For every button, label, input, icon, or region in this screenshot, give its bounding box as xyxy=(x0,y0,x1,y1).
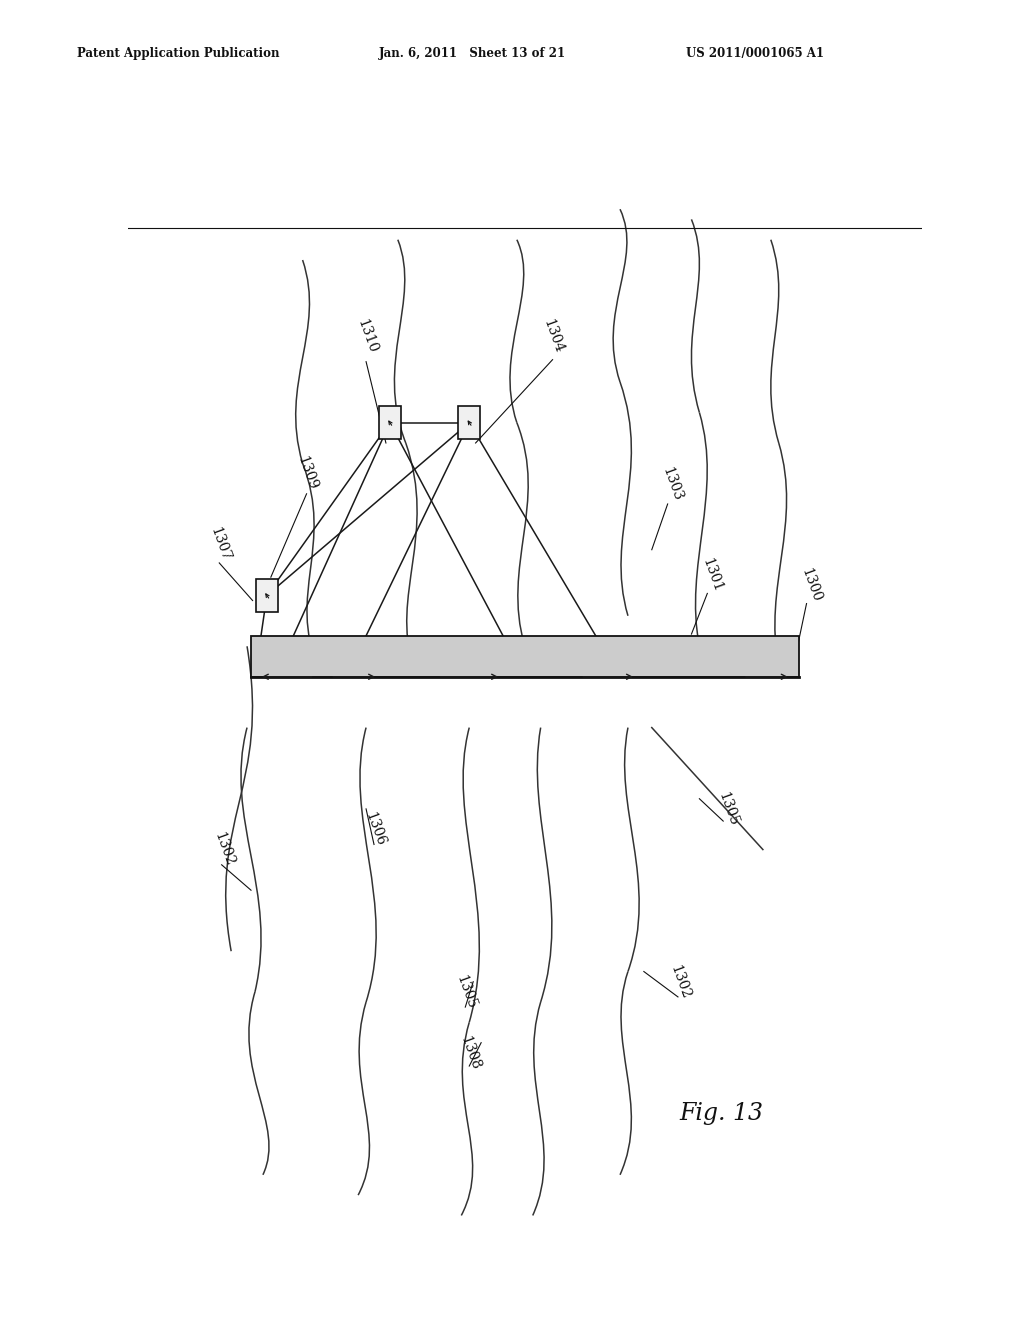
Text: 1301: 1301 xyxy=(699,556,725,594)
Text: 1306: 1306 xyxy=(362,810,387,849)
Text: 1300: 1300 xyxy=(799,566,823,605)
Text: Jan. 6, 2011   Sheet 13 of 21: Jan. 6, 2011 Sheet 13 of 21 xyxy=(379,46,566,59)
Bar xyxy=(458,407,480,440)
Text: 1308: 1308 xyxy=(458,1034,482,1072)
Text: 1307: 1307 xyxy=(207,525,232,564)
Text: 1310: 1310 xyxy=(354,317,379,355)
Text: 1305: 1305 xyxy=(454,973,478,1011)
Text: 1309: 1309 xyxy=(295,454,319,492)
Text: 1302: 1302 xyxy=(211,830,237,869)
Text: 1304: 1304 xyxy=(541,317,566,355)
Bar xyxy=(251,636,799,677)
Bar xyxy=(256,579,278,611)
Text: Fig. 13: Fig. 13 xyxy=(680,1102,764,1126)
Text: 1303: 1303 xyxy=(659,465,685,503)
Text: 1305: 1305 xyxy=(715,789,740,828)
Text: Patent Application Publication: Patent Application Publication xyxy=(77,46,280,59)
Text: 1302: 1302 xyxy=(668,962,693,1001)
Bar xyxy=(379,407,401,440)
Text: US 2011/0001065 A1: US 2011/0001065 A1 xyxy=(686,46,824,59)
